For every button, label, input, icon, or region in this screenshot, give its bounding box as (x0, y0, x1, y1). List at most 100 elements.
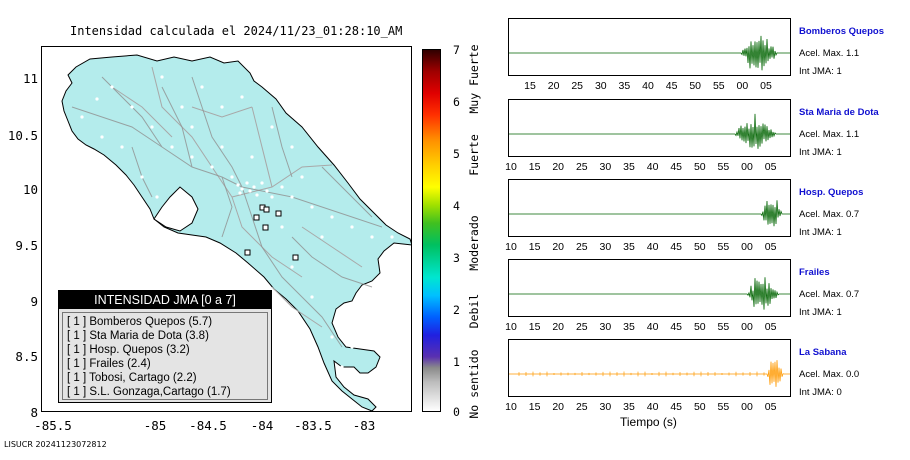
time-axis-label: Tiempo (s) (620, 415, 677, 429)
colorbar-word: No sentido (467, 349, 481, 419)
colorbar-word: Moderado (467, 215, 481, 271)
colorbar-word: Debil (467, 293, 481, 329)
waveform-time-ticks: 10 15 20 25 30 35 40 45 50 55 00 05 (505, 161, 791, 175)
map-title: Intensidad calculada el 2024/11/23_01:28… (70, 24, 403, 38)
time-tick-label: 05 (764, 401, 777, 413)
time-tick-label: 10 (505, 321, 517, 333)
time-tick-label: 30 (599, 401, 612, 413)
station-name: Frailes (799, 267, 830, 278)
intensity-colorbar (422, 49, 441, 412)
time-tick-label: 35 (623, 401, 635, 413)
province-borders (111, 66, 363, 328)
time-tick-label: 45 (670, 401, 683, 413)
waveform-line (509, 113, 790, 149)
waveform-trace (509, 360, 790, 387)
time-tick-label: 45 (670, 161, 683, 173)
time-tick-label: 55 (712, 80, 725, 92)
time-tick-label: 45 (670, 241, 683, 253)
waveform-line (509, 360, 790, 387)
time-tick-label: 35 (618, 80, 631, 92)
time-tick-label: 10 (505, 161, 517, 173)
footer-id: LISUCR 20241123072812 (4, 440, 107, 449)
time-tick-label: 25 (575, 161, 588, 173)
waveform-time-ticks: 10 15 20 25 30 35 40 45 50 55 00 05 (505, 241, 791, 255)
time-tick-label: 30 (599, 241, 612, 253)
lat-tick-label: 9 (30, 294, 38, 309)
gulf-water (153, 186, 199, 232)
station-max-accel: Acel. Max. 0.7 (799, 209, 860, 220)
time-tick-label: 25 (575, 241, 588, 253)
time-tick-label: 05 (760, 80, 772, 92)
time-tick-label: 15 (528, 241, 541, 253)
waveform-time-ticks: 10 15 20 25 30 35 40 45 50 55 00 05 (505, 321, 791, 335)
lat-tick-label: 10 (22, 182, 38, 197)
lon-tick-label: -85 (143, 418, 167, 433)
waveform-trace (509, 200, 790, 227)
time-tick-label: 20 (547, 80, 560, 92)
recording-stations (244, 204, 299, 261)
colorbar-tick: 6 (453, 95, 460, 109)
time-tick-label: 40 (646, 241, 659, 253)
colorbar-tick: 5 (453, 147, 460, 161)
map-svg (61, 54, 411, 411)
time-tick-label: 10 (505, 401, 517, 413)
time-tick-label: 55 (717, 321, 730, 333)
time-tick-label: 00 (736, 80, 749, 92)
time-tick-label: 50 (693, 241, 706, 253)
time-tick-label: 35 (623, 241, 635, 253)
lat-tick-label: 8.5 (15, 349, 38, 364)
time-tick-label: 25 (571, 80, 584, 92)
station-max-accel: Acel. Max. 1.1 (799, 48, 860, 59)
time-tick-label: 55 (717, 161, 730, 173)
time-tick-label: 50 (689, 80, 702, 92)
time-tick-label: 40 (646, 401, 659, 413)
waveform-panel (508, 179, 791, 237)
time-tick-label: 25 (575, 321, 588, 333)
station-jma-intensity: Int JMA: 1 (799, 307, 842, 318)
intensity-legend: INTENSIDAD JMA [0 a 7] [ 1 ] Bomberos Qu… (58, 290, 272, 403)
legend-item: [ 1 ] Bomberos Quepos (5.7) (67, 316, 213, 328)
station-name: Hosp. Quepos (799, 187, 864, 198)
time-tick-label: 55 (717, 241, 730, 253)
lat-tick-label: 10.5 (7, 128, 38, 143)
time-tick-label: 30 (594, 80, 607, 92)
time-tick-label: 30 (599, 161, 612, 173)
time-tick-label: 05 (764, 321, 777, 333)
station-max-accel: Acel. Max. 1.1 (799, 129, 860, 140)
time-tick-label: 35 (623, 321, 635, 333)
lat-tick-label: 11 (22, 71, 38, 86)
legend-list: [ 1 ] Bomberos Quepos (5.7) [ 1 ] Sta Ma… (62, 312, 268, 400)
time-tick-label: 20 (552, 161, 565, 173)
station-jma-intensity: Int JMA: 1 (799, 227, 842, 238)
legend-item: [ 1 ] Sta Maria de Dota (3.8) (67, 330, 209, 342)
legend-item: [ 1 ] Hosp. Quepos (3.2) (67, 344, 190, 356)
time-tick-label: 30 (599, 321, 612, 333)
waveform-line (509, 277, 790, 310)
time-tick-label: 00 (741, 401, 753, 413)
time-tick-label: 05 (764, 161, 777, 173)
lat-tick-label: 9.5 (15, 238, 38, 253)
colorbar-tick: 3 (453, 251, 460, 265)
time-tick-label: 50 (693, 401, 706, 413)
lon-tick-label: -85.5 (34, 418, 72, 433)
station-name: La Sabana (799, 347, 847, 358)
legend-item: [ 1 ] Frailes (2.4) (67, 358, 151, 370)
station-dots (80, 75, 394, 369)
lon-tick-label: -84.5 (189, 418, 227, 433)
time-tick-label: 00 (741, 161, 753, 173)
lat-tick-label: 8 (30, 405, 38, 420)
time-tick-label: 15 (528, 321, 541, 333)
legend-item: [ 1 ] Tobosi, Cartago (2.2) (67, 372, 197, 384)
waveform-line (509, 200, 790, 227)
station-name: Sta Maria de Dota (799, 107, 879, 118)
waveform-panel (508, 259, 791, 317)
time-tick-label: 15 (528, 161, 541, 173)
colorbar-tick: 0 (453, 405, 460, 419)
time-tick-label: 20 (552, 241, 565, 253)
waveform-line (509, 35, 790, 71)
time-tick-label: 00 (741, 321, 753, 333)
colorbar-tick: 2 (453, 303, 460, 317)
time-tick-label: 45 (665, 80, 678, 92)
waveform-noise (518, 371, 765, 377)
time-tick-label: 50 (693, 321, 706, 333)
